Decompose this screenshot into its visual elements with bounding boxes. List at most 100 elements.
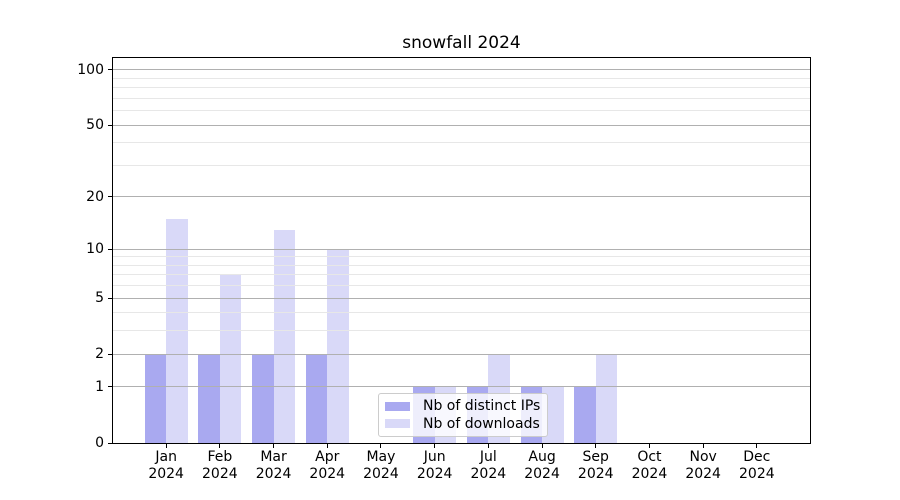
y-tick-label: 50 — [86, 117, 104, 134]
x-tick-year: 2024 — [685, 466, 721, 482]
x-tick-label: Nov 2024 — [668, 449, 738, 483]
x-tick — [487, 444, 489, 448]
x-tick-label: Jun 2024 — [400, 449, 470, 483]
x-tick-month: Jun — [423, 449, 446, 465]
x-tick — [756, 444, 758, 448]
bar-distinct-ips-sep — [574, 386, 596, 443]
x-tick-label: Dec 2024 — [722, 449, 792, 483]
x-tick — [702, 444, 704, 448]
x-tick-year: 2024 — [524, 466, 560, 482]
y-tick-label: 5 — [95, 290, 104, 307]
x-tick-label: Mar 2024 — [239, 449, 309, 483]
y-tick — [108, 386, 112, 388]
y-tick — [108, 297, 112, 299]
gridline-minor — [113, 285, 810, 287]
legend-label-downloads: Nb of downloads — [423, 415, 540, 432]
y-tick-label: 100 — [77, 61, 104, 78]
gridline-major — [113, 386, 810, 388]
gridline-major — [113, 196, 810, 198]
x-tick — [273, 444, 275, 448]
x-tick — [326, 444, 328, 448]
bar-downloads-apr — [327, 249, 349, 443]
x-tick-label: Aug 2024 — [507, 449, 577, 483]
x-tick-label: Apr 2024 — [292, 449, 362, 483]
legend: Nb of distinct IPs Nb of downloads — [378, 393, 548, 437]
gridline-minor — [113, 164, 810, 166]
bar-distinct-ips-mar — [252, 354, 274, 443]
x-tick-label: May 2024 — [346, 449, 416, 483]
x-tick-year: 2024 — [416, 466, 453, 482]
legend-swatch-distinct-ips-icon — [385, 401, 410, 411]
y-tick-label: 2 — [95, 346, 104, 363]
bar-downloads-sep — [595, 354, 618, 443]
x-tick — [219, 444, 221, 448]
x-tick-month: Sep — [582, 449, 609, 465]
gridline-minor — [113, 87, 810, 89]
x-tick-month: Dec — [743, 449, 771, 465]
y-tick-label: 20 — [86, 188, 104, 205]
gridline-minor — [113, 142, 810, 144]
x-tick-label: Jan 2024 — [131, 449, 201, 483]
x-tick-month: Feb — [207, 449, 233, 465]
bar-distinct-ips-feb — [198, 354, 220, 443]
chart-title: snowfall 2024 — [402, 33, 521, 53]
x-tick-month: Aug — [528, 449, 556, 465]
bar-downloads-mar — [273, 229, 296, 443]
x-tick-month: Nov — [689, 449, 717, 465]
x-tick-year: 2024 — [577, 466, 614, 482]
gridline-minor — [113, 256, 810, 258]
y-tick — [108, 353, 112, 355]
x-tick-month: Oct — [637, 449, 662, 465]
x-tick — [380, 444, 382, 448]
x-tick-label: Oct 2024 — [614, 449, 684, 483]
y-tick — [108, 69, 112, 71]
x-tick-month: Jul — [479, 449, 497, 465]
y-tick-label: 1 — [95, 378, 104, 395]
bar-downloads-feb — [219, 274, 242, 443]
x-tick-year: 2024 — [631, 466, 668, 482]
x-tick — [434, 444, 436, 448]
y-tick — [108, 196, 112, 198]
gridline-minor — [113, 274, 810, 276]
x-tick-label: Feb 2024 — [185, 449, 255, 483]
legend-item-distinct-ips: Nb of distinct IPs — [385, 398, 541, 415]
gridline-major — [113, 69, 810, 71]
x-tick — [165, 444, 167, 448]
x-tick-year: 2024 — [470, 466, 507, 482]
x-tick — [595, 444, 597, 448]
x-tick-month: Mar — [260, 449, 287, 465]
x-tick-year: 2024 — [363, 466, 399, 482]
gridline-minor — [113, 110, 810, 112]
x-tick-month: Jan — [155, 449, 177, 465]
gridline-minor — [113, 312, 810, 314]
x-tick-year: 2024 — [148, 466, 184, 482]
x-tick-year: 2024 — [309, 466, 346, 482]
x-tick — [541, 444, 543, 448]
y-tick — [108, 442, 112, 444]
x-tick — [648, 444, 650, 448]
y-tick — [108, 124, 112, 126]
y-tick-label: 0 — [95, 435, 104, 451]
bar-distinct-ips-jan — [144, 354, 167, 443]
gridline-major — [113, 248, 810, 250]
gridline-minor — [113, 264, 810, 266]
y-tick — [108, 248, 112, 250]
plot-area — [112, 57, 811, 444]
x-tick-year: 2024 — [202, 466, 238, 482]
y-tick-label: 10 — [86, 241, 104, 258]
x-tick-month: Apr — [315, 449, 340, 465]
bar-distinct-ips-apr — [305, 354, 328, 443]
legend-item-downloads: Nb of downloads — [385, 415, 541, 432]
gridline-major — [113, 353, 810, 355]
x-tick-label: Jul 2024 — [453, 449, 523, 483]
gridline-major — [113, 124, 810, 126]
x-tick-year: 2024 — [255, 466, 292, 482]
x-tick-year: 2024 — [739, 466, 775, 482]
legend-swatch-downloads-icon — [385, 419, 410, 429]
x-tick-label: Sep 2024 — [561, 449, 631, 483]
gridline-minor — [113, 330, 810, 332]
gridline-minor — [113, 97, 810, 99]
gridline-major — [113, 297, 810, 299]
x-tick-month: May — [366, 449, 396, 465]
